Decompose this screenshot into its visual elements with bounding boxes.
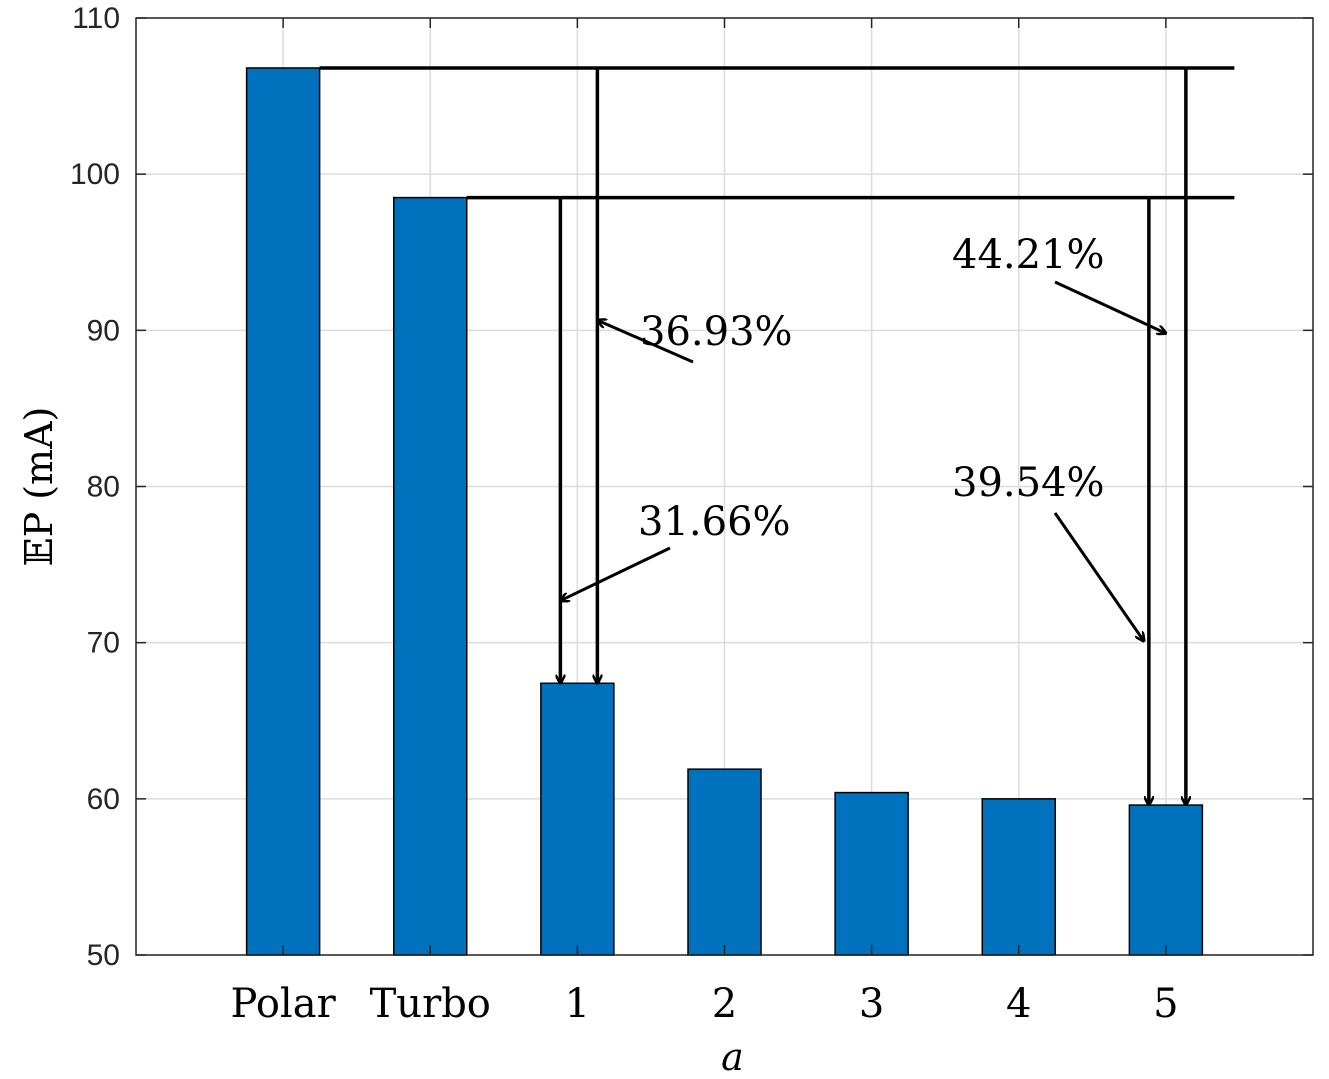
y-axis-label: 𝔼P (mA) [17,407,61,567]
bar-5 [1128,804,1204,956]
x-tick-label: Polar [231,981,337,1027]
y-tick-label: 70 [87,627,120,660]
y-tick-label: 90 [87,314,120,347]
annotation-pointer [597,320,694,364]
x-tick-label: 2 [712,981,737,1027]
bar-turbo [393,196,468,956]
annotation-label: 39.54% [952,460,1105,506]
y-axis-ticks: 50 60 70 80 90 100 110 [70,2,1313,972]
y-tick-label: 80 [87,471,120,504]
bar-polar [245,67,321,956]
annotation-pointer [560,546,671,601]
x-tick-label: 1 [565,981,590,1027]
y-tick-label: 100 [70,158,120,191]
x-tick-label: 4 [1006,981,1031,1027]
y-tick-label: 50 [87,939,120,972]
x-tick-label: 5 [1153,981,1178,1027]
annotation-pointer [1053,512,1144,641]
annotation-label: 36.93% [640,309,793,355]
y-tick-label: 110 [72,2,120,35]
bar-3 [834,791,909,956]
bars [245,67,1204,956]
x-axis-label: a [721,1035,744,1079]
x-axis-ticks: Polar Turbo 1 2 3 4 5 [231,18,1179,1027]
bar-1 [540,682,615,956]
x-tick-label: Turbo [370,981,491,1027]
annotation-label: 31.66% [638,499,791,545]
y-tick-label: 60 [87,783,120,816]
annotations: 36.93% 31.66% 44.21% 39.54% [319,66,1235,805]
bar-4 [981,798,1056,956]
annotation-label: 44.21% [952,232,1105,278]
x-tick-label: 3 [859,981,884,1027]
annotation-pointer [1054,280,1166,333]
bar-2 [687,768,762,956]
